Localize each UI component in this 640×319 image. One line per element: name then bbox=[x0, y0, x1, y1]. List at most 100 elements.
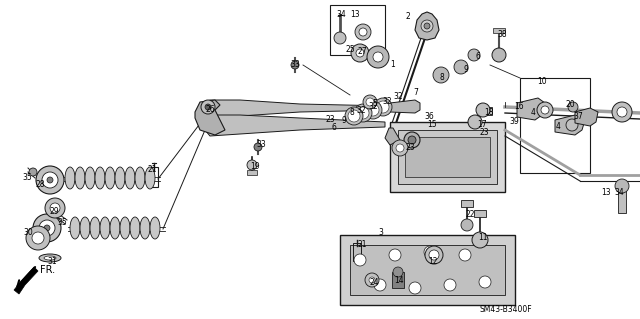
Circle shape bbox=[468, 115, 482, 129]
Circle shape bbox=[29, 168, 37, 176]
Bar bbox=[478, 107, 492, 115]
Circle shape bbox=[373, 52, 383, 62]
Circle shape bbox=[359, 28, 367, 36]
Circle shape bbox=[468, 49, 480, 61]
Text: 38: 38 bbox=[497, 30, 507, 39]
Circle shape bbox=[541, 106, 549, 114]
Text: 8: 8 bbox=[350, 108, 355, 117]
Text: 13: 13 bbox=[601, 188, 611, 197]
Ellipse shape bbox=[140, 217, 150, 239]
Ellipse shape bbox=[145, 167, 155, 189]
Circle shape bbox=[424, 23, 430, 29]
Text: 6: 6 bbox=[331, 123, 336, 132]
Circle shape bbox=[459, 249, 471, 261]
Bar bbox=[398, 130, 497, 184]
Text: 37: 37 bbox=[573, 112, 583, 121]
Text: 27: 27 bbox=[358, 47, 367, 56]
Circle shape bbox=[50, 203, 60, 213]
Ellipse shape bbox=[120, 217, 130, 239]
Text: 4: 4 bbox=[531, 108, 536, 117]
Text: 9: 9 bbox=[342, 116, 347, 125]
Circle shape bbox=[404, 132, 420, 148]
Circle shape bbox=[39, 220, 55, 236]
Circle shape bbox=[615, 179, 629, 193]
Circle shape bbox=[291, 61, 299, 69]
Text: 10: 10 bbox=[537, 77, 547, 86]
Text: 12: 12 bbox=[428, 257, 438, 266]
Bar bbox=[353, 243, 361, 261]
Circle shape bbox=[421, 20, 433, 32]
Circle shape bbox=[374, 98, 392, 116]
Text: 8: 8 bbox=[440, 73, 445, 82]
Circle shape bbox=[42, 172, 58, 188]
Polygon shape bbox=[555, 115, 585, 135]
Text: 35: 35 bbox=[22, 173, 32, 182]
Text: 1: 1 bbox=[390, 60, 395, 69]
Ellipse shape bbox=[130, 217, 140, 239]
Text: 21: 21 bbox=[357, 240, 367, 249]
Text: 7: 7 bbox=[413, 88, 418, 97]
Text: 35: 35 bbox=[57, 218, 67, 227]
Circle shape bbox=[472, 232, 488, 248]
Text: 16: 16 bbox=[514, 102, 524, 111]
Ellipse shape bbox=[95, 167, 105, 189]
Bar bbox=[461, 200, 473, 207]
Circle shape bbox=[365, 273, 379, 287]
Text: 26: 26 bbox=[205, 105, 214, 114]
Bar bbox=[247, 170, 257, 175]
Circle shape bbox=[367, 104, 379, 116]
Bar bbox=[520, 78, 590, 173]
Circle shape bbox=[348, 110, 360, 122]
Polygon shape bbox=[205, 100, 390, 118]
Ellipse shape bbox=[44, 256, 56, 260]
Circle shape bbox=[408, 136, 416, 144]
Circle shape bbox=[247, 160, 257, 170]
Circle shape bbox=[374, 279, 386, 291]
Ellipse shape bbox=[100, 217, 110, 239]
Text: FR.: FR. bbox=[40, 265, 55, 275]
Text: 29: 29 bbox=[50, 207, 60, 216]
Circle shape bbox=[36, 166, 64, 194]
Ellipse shape bbox=[115, 167, 125, 189]
Ellipse shape bbox=[150, 217, 160, 239]
Text: 23: 23 bbox=[479, 128, 488, 137]
Circle shape bbox=[363, 95, 377, 109]
Text: 14: 14 bbox=[394, 276, 404, 285]
Text: 23: 23 bbox=[405, 143, 415, 152]
Text: 15: 15 bbox=[427, 120, 436, 129]
Polygon shape bbox=[14, 267, 38, 294]
Text: 24: 24 bbox=[370, 278, 380, 287]
Circle shape bbox=[566, 119, 578, 131]
Text: 30: 30 bbox=[23, 228, 33, 237]
Circle shape bbox=[479, 276, 491, 288]
Text: 18: 18 bbox=[484, 108, 493, 117]
Polygon shape bbox=[390, 100, 420, 113]
Circle shape bbox=[476, 103, 490, 117]
Circle shape bbox=[424, 246, 436, 258]
Circle shape bbox=[392, 140, 408, 156]
Circle shape bbox=[454, 60, 468, 74]
Circle shape bbox=[396, 144, 404, 152]
Circle shape bbox=[369, 277, 375, 283]
Circle shape bbox=[26, 226, 50, 250]
Ellipse shape bbox=[75, 167, 85, 189]
Ellipse shape bbox=[85, 167, 95, 189]
Text: 19: 19 bbox=[250, 162, 260, 171]
Circle shape bbox=[568, 102, 578, 112]
Text: 5: 5 bbox=[372, 99, 377, 108]
Circle shape bbox=[389, 249, 401, 261]
Polygon shape bbox=[517, 98, 545, 120]
Text: 17: 17 bbox=[477, 120, 486, 129]
Circle shape bbox=[33, 214, 61, 242]
Ellipse shape bbox=[65, 167, 75, 189]
Circle shape bbox=[492, 48, 506, 62]
Circle shape bbox=[356, 49, 364, 57]
Circle shape bbox=[393, 267, 403, 277]
Ellipse shape bbox=[135, 167, 145, 189]
Ellipse shape bbox=[90, 217, 100, 239]
Text: 34: 34 bbox=[336, 10, 346, 19]
Bar bbox=[493, 28, 505, 33]
Bar bbox=[405, 137, 490, 177]
Bar bbox=[350, 245, 505, 295]
Text: 13: 13 bbox=[350, 10, 360, 19]
